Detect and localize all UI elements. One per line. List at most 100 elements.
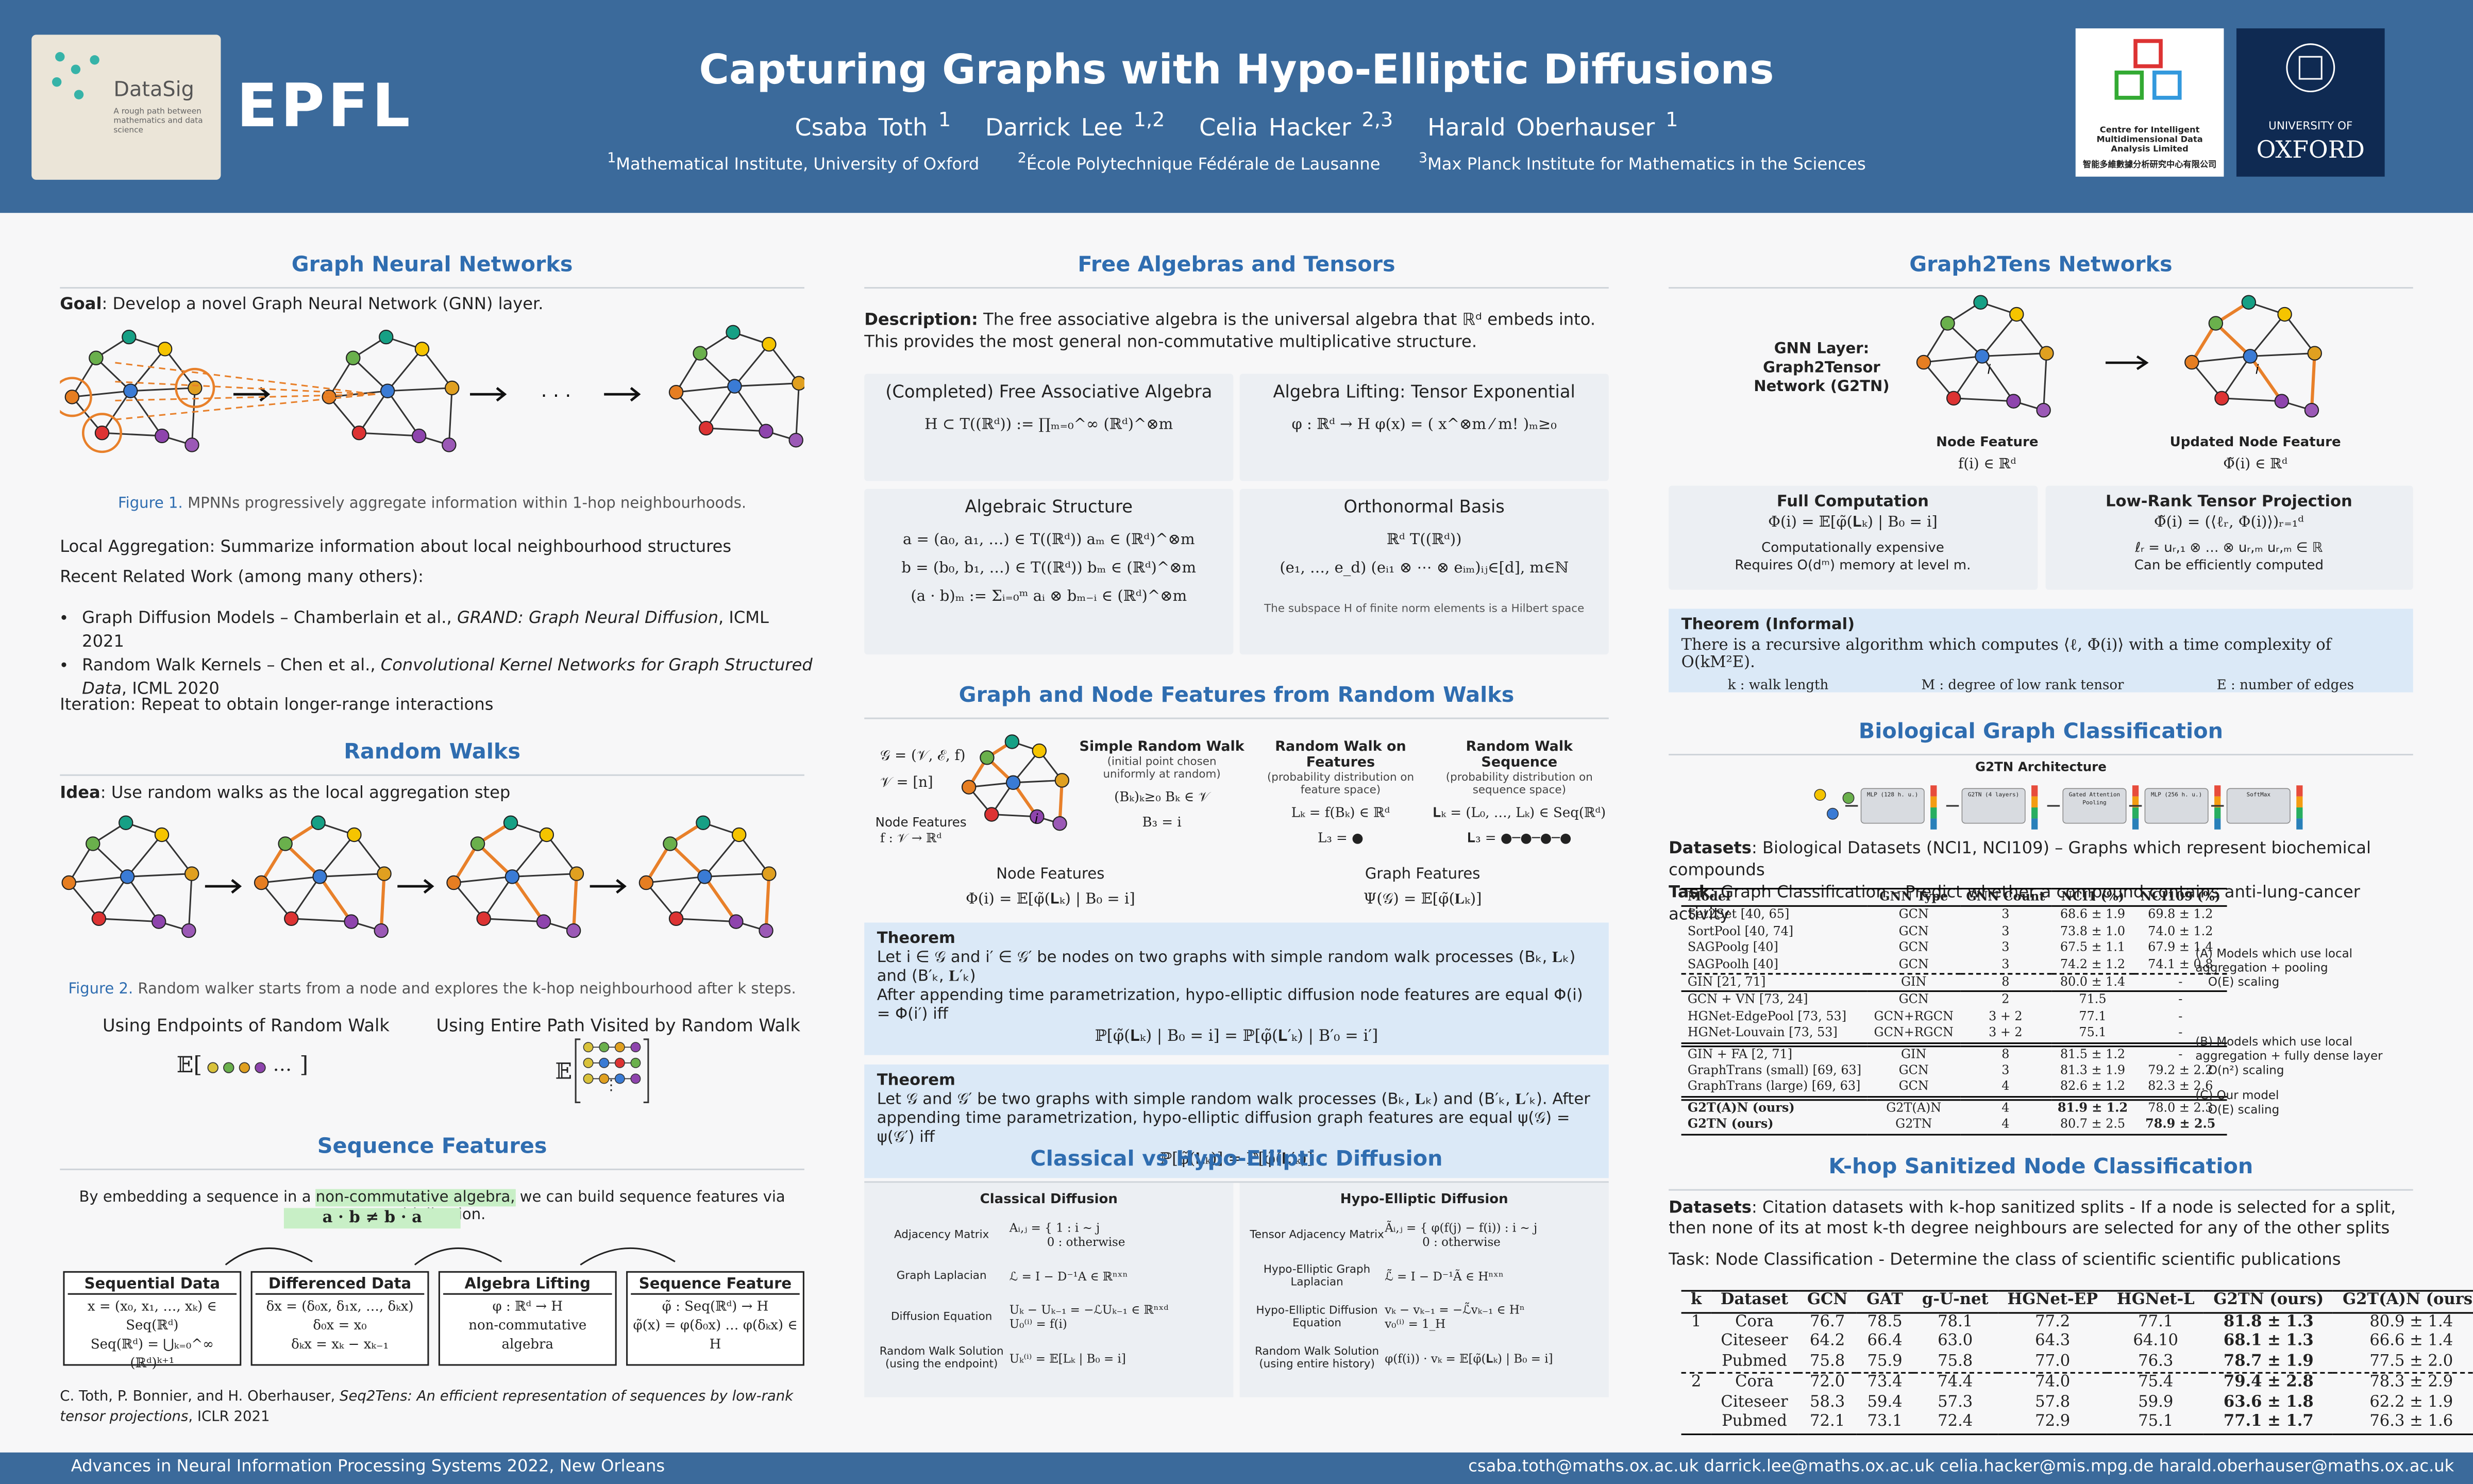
cell: 81.3 ± 1.9 [2060, 1063, 2126, 1077]
edge [1954, 397, 2014, 402]
row: G2T(A)N (ours) G2T(A)N 4 81.9 ± 1.2 78.0 ± 2… [1681, 1098, 2227, 1117]
node [188, 380, 203, 396]
cvh-formula: vₖ − vₖ₋₁ = −ℒ̃vₖ₋₁ ∈ Hⁿ v₀⁽ⁱ⁾ = 1_H [1385, 1303, 1599, 1331]
dot [630, 1073, 641, 1084]
fig-label: Figure 2. [68, 981, 133, 999]
gf-title: Graph Features [1365, 866, 1481, 883]
edge [452, 842, 479, 884]
cell: 69.8 ± 1.2 [2148, 907, 2213, 922]
ring [60, 377, 92, 417]
cvh-line: φ(f(i)) · vₖ = 𝔼[φ̃(𝐋ₖ) | B₀ = i] [1385, 1351, 1553, 1365]
figure-1: · · · [60, 325, 804, 453]
edge [738, 834, 770, 874]
header-cell: G2T(A)N (ours) [2342, 1291, 2473, 1309]
fa-box: Orthonormal Basis ℝᵈ T((ℝᵈ)) (e₁, …, e_d) … [1239, 488, 1609, 655]
section-heading: Sequence Features [60, 1134, 804, 1170]
datasig-logo: DataSig A rough path between mathematics… [31, 35, 221, 180]
seq-box: Differenced Data δx = (δ₀x, δ₁x, …, δₖx) δ… [250, 1271, 429, 1366]
edge [261, 875, 320, 884]
header-cell: HGNet-L [2116, 1291, 2195, 1309]
cell: Cora [1735, 1373, 1774, 1391]
oxford-logo: UNIVERSITY OF OXFORD [2236, 28, 2385, 177]
figure-2 [61, 815, 777, 938]
epfl-logo: EPFL [237, 71, 413, 141]
edge [1982, 352, 2047, 357]
rw-col-line: L₃ = ● [1318, 831, 1364, 847]
graph-defs: 𝒢 = (𝒱, ℰ, f) 𝒱 = [n] [880, 745, 966, 798]
header-cell: Dataset [1720, 1291, 1789, 1309]
goal: Goal: Develop a novel Graph Neural Netwo… [60, 295, 804, 314]
cell: 73.8 ± 1.0 [2060, 923, 2126, 938]
label: Local Aggregation [60, 537, 210, 557]
fa-box-title: Algebra Lifting: Tensor Exponential [1273, 381, 1575, 402]
node [762, 866, 777, 881]
cell: 77.5 ± 2.0 [2369, 1352, 2453, 1370]
node [2304, 402, 2319, 418]
section-heading: Random Walks [60, 739, 804, 776]
rw-col-title: Random Walk on Features [1275, 739, 1406, 771]
node [442, 437, 457, 452]
label: Task [1669, 883, 1710, 902]
cvh-line: Aᵢ,ⱼ = { 1 : i ∼ j [1009, 1220, 1100, 1235]
cvh-formula: φ(f(i)) · vₖ = 𝔼[φ̃(𝐋ₖ) | B₀ = i] [1385, 1351, 1599, 1365]
g2t-box-line: Can be efficiently computed [2134, 558, 2324, 575]
cell: 3 [2001, 923, 2010, 938]
conference: Advances in Neural Information Processin… [71, 1457, 665, 1476]
cell: GCN+RGCN [1874, 1009, 1954, 1023]
edge [676, 385, 735, 393]
ref-title: Convolutional Kernel Networks for Graph … [82, 656, 813, 699]
node [351, 425, 367, 441]
cell: 62.2 ± 1.9 [2369, 1393, 2453, 1411]
node [2039, 346, 2054, 361]
dot [223, 1062, 234, 1073]
cvh-label: Hypo-Elliptic Graph Laplacian [1263, 1263, 1371, 1289]
cell: 74.4 [1938, 1373, 1973, 1391]
cell: 77.0 [2035, 1352, 2071, 1370]
node-label: i [1987, 362, 1991, 377]
edge [1923, 355, 1982, 363]
arch-stripe [1930, 796, 1937, 808]
cube [2114, 70, 2144, 100]
cell [1681, 1352, 1711, 1373]
edge [68, 843, 94, 883]
cell: 72.0 [1810, 1373, 1845, 1391]
edge [511, 875, 545, 923]
seq-box: Sequential Data x = (x₀, x₁, …, xₖ) ∈ Seq… [63, 1271, 242, 1372]
arch-block [2226, 788, 2291, 824]
node [1004, 734, 1020, 749]
label: Description: [864, 310, 978, 330]
edge [130, 387, 195, 392]
row: SortPool [40, 74] GCN 3 73.8 ± 1.0 74.0 ± 1.… [1681, 924, 2227, 940]
crest [2286, 43, 2335, 93]
author-sup: 1,2 [1133, 107, 1165, 131]
label: Datasets [1669, 839, 1752, 858]
row: GraphTrans (large) [69, 63] GCN 4 82.6 ± 1.… [1681, 1080, 2227, 1099]
cubes [2114, 39, 2182, 100]
author: Csaba Toth [795, 113, 928, 142]
cvh-line: 0 : otherwise [1385, 1235, 1501, 1249]
edge [164, 348, 196, 389]
cell: GCN [1898, 1063, 1929, 1077]
node [668, 384, 684, 400]
fa-box: Algebra Lifting: Tensor Exponential φ : ℝ… [1239, 374, 1609, 481]
text: : Graph Classification – Predict whether… [1669, 883, 2361, 924]
edge [191, 387, 196, 445]
nf-formula: Φ(i) = 𝔼[φ̃(𝐋ₖ) | B₀ = i] [966, 891, 1135, 908]
node [792, 376, 804, 391]
updated-math: Φ̃(i) ∈ ℝᵈ [2223, 457, 2288, 474]
edge [71, 357, 97, 398]
cvh-row: Tensor Adjacency Matrix Ãᵢ,ⱼ = { φ(f(j) −… [1249, 1215, 1599, 1256]
arch-node [1842, 792, 1855, 804]
cell: HGNet-Louvain [73, 53] [1687, 1025, 1838, 1040]
node [347, 827, 362, 842]
thm-title: Theorem (Informal) [1681, 616, 1855, 634]
edge [448, 387, 453, 445]
edge [291, 876, 321, 919]
edge [2284, 314, 2315, 354]
oxford-name: OXFORD [2256, 136, 2365, 164]
note: (A) Models which use local aggregation +… [2195, 946, 2416, 989]
aggregation-line [115, 393, 376, 420]
arch-block [1961, 788, 2026, 824]
cell: 80.7 ± 2.5 [2060, 1117, 2126, 1132]
